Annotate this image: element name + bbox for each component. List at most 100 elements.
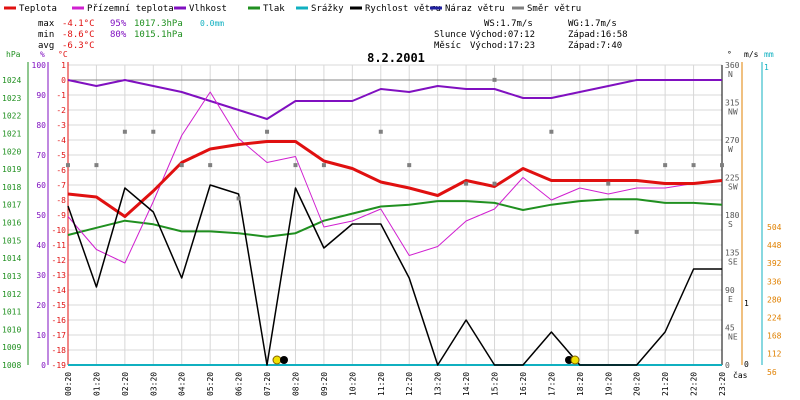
direction-compass-label: E (728, 295, 733, 304)
direction-compass-label: W (728, 145, 733, 154)
legend-label-1: Přízemní teplota (87, 4, 174, 14)
x-tick-label: 11:20 (377, 372, 386, 396)
wind-direction-point (549, 129, 554, 134)
series-wind-speed (67, 184, 722, 366)
unit-degree: ° (727, 50, 732, 59)
x-tick-label: 16:20 (519, 372, 528, 396)
pressure-tick-label: 1016 (2, 219, 21, 228)
mm-tick-label: 168 (767, 332, 782, 341)
sun-label: Slunce (434, 30, 467, 40)
humidity-tick-label: 30 (36, 271, 46, 280)
x-tick-label: 09:20 (320, 372, 329, 396)
x-tick-label: 10:20 (348, 372, 357, 396)
wind-gust-info: WG:1.7m/s (568, 19, 617, 29)
wind-direction-point (407, 163, 412, 168)
pressure-tick-label: 1009 (2, 343, 21, 352)
series-humidity (67, 79, 722, 120)
temperature-tick-label: -7 (56, 181, 66, 190)
humidity-tick-label: 60 (36, 181, 46, 190)
pressure-tick-label: 1019 (2, 165, 21, 174)
pressure-tick-label: 1018 (2, 183, 21, 192)
stats-min-label: min (38, 30, 54, 40)
moon-label: Měsíc (434, 41, 461, 51)
mm-tick-label: 448 (767, 241, 782, 250)
temperature-tick-label: -4 (56, 136, 66, 145)
direction-tick-label: 135 (725, 249, 740, 258)
moon-rise: Východ:17:23 (470, 41, 535, 51)
mm-tick-label: 504 (767, 223, 782, 232)
mm-tick-label: 392 (767, 259, 782, 268)
unit-ms: m/s (744, 50, 759, 59)
pressure-tick-label: 1012 (2, 290, 21, 299)
x-tick-label: 23:20 (718, 372, 727, 396)
legend-label-2: Vlhkost (189, 4, 227, 14)
wind-direction-point (179, 163, 184, 168)
pressure-tick-label: 1015 (2, 236, 21, 245)
legend-label-6: Náraz větru (445, 4, 505, 14)
x-tick-label: 00:20 (64, 372, 73, 396)
mm-tick-label: 224 (767, 314, 782, 323)
mm-tick-label: 280 (767, 295, 782, 304)
x-tick-label: 17:20 (547, 372, 556, 396)
wind-sun-panel: WS:1.7m/s WG:1.7m/s Slunce Východ:07:12 … (434, 19, 628, 51)
pressure-tick-label: 1013 (2, 272, 21, 281)
temperature-tick-label: -11 (52, 241, 67, 250)
stats-avg-label: avg (38, 41, 54, 51)
series-ground-temperature (67, 91, 723, 264)
direction-compass-label: SW (728, 183, 738, 192)
pressure-tick-label: 1008 (2, 361, 21, 370)
x-tick-label: 05:20 (206, 372, 215, 396)
wind-direction-point (663, 163, 668, 168)
pressure-tick-label: 1023 (2, 94, 21, 103)
wind-direction-point (492, 181, 497, 186)
wind-direction-point (378, 129, 383, 134)
temperature-tick-label: -9 (56, 211, 66, 220)
x-tick-label: 18:20 (576, 372, 585, 396)
stats-min-temp: -8.6°C (62, 30, 95, 40)
x-tick-label: 13:20 (434, 372, 443, 396)
sun-moon-markers (272, 355, 580, 365)
direction-compass-label: NW (728, 108, 738, 117)
legend-label-5: Rychlost větru (365, 4, 441, 14)
pressure-tick-label: 1011 (2, 308, 21, 317)
sun-rise: Východ:07:12 (470, 30, 535, 40)
temperature-tick-label: -19 (52, 361, 67, 370)
x-tick-label: 08:20 (291, 372, 300, 396)
humidity-tick-label: 20 (36, 301, 46, 310)
wind-direction-point (492, 77, 497, 82)
ms-tick-label: 1 (744, 299, 749, 308)
wind-direction-point (208, 163, 213, 168)
stats-max-hum: 95% (110, 19, 127, 29)
sunrise-marker (272, 355, 282, 365)
ms-tick-label: 0 (744, 360, 749, 369)
wind-direction-point (236, 196, 241, 201)
series-layer (66, 77, 724, 366)
direction-compass-label: S (728, 220, 733, 229)
temperature-tick-label: -13 (52, 271, 67, 280)
temperature-tick-label: -6 (56, 166, 66, 175)
x-tick-label: 04:20 (178, 372, 187, 396)
temperature-tick-label: -12 (52, 256, 67, 265)
temperature-tick-label: 1 (61, 61, 66, 70)
x-tick-label: 22:20 (690, 372, 699, 396)
legend-label-4: Srážky (311, 4, 344, 14)
wind-direction-point (151, 129, 156, 134)
temperature-tick-label: -5 (56, 151, 66, 160)
humidity-tick-label: 100 (32, 61, 47, 70)
direction-compass-label: SE (728, 258, 738, 267)
humidity-tick-label: 0 (41, 361, 46, 370)
legend-label-7: Směr větru (527, 4, 581, 14)
pressure-tick-label: 1017 (2, 201, 21, 210)
pressure-tick-label: 1022 (2, 112, 21, 121)
humidity-tick-label: 50 (36, 211, 46, 220)
unit-celsius: °C (58, 50, 68, 59)
x-tick-label: 02:20 (121, 372, 130, 396)
mm-tick-label: 336 (767, 277, 782, 286)
direction-tick-label: 315 (725, 99, 740, 108)
stats-max-temp: -4.1°C (62, 19, 95, 29)
temperature-tick-label: 0 (61, 76, 66, 85)
temperature-tick-label: -10 (52, 226, 67, 235)
direction-compass-label: N (728, 70, 733, 79)
